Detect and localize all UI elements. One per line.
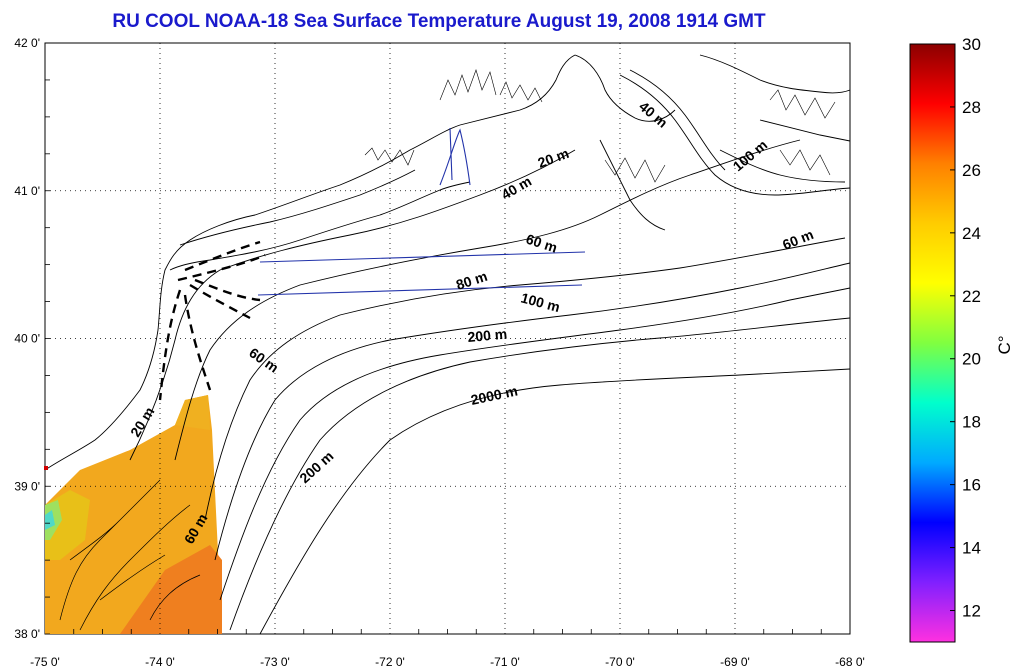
colorbar-tick-label: 22	[962, 287, 981, 306]
lon-tick-label: -73 0'	[260, 655, 290, 669]
lat-tick-label: 40 0'	[14, 332, 40, 346]
lon-tick-label: -69 0'	[720, 655, 750, 669]
colorbar-tick-label: 16	[962, 476, 981, 495]
colorbar-tick-label: 20	[962, 350, 981, 369]
lon-tick-label: -71 0'	[490, 655, 520, 669]
colorbar-ticks: 30 28 26 24 22 20 18 16 14 12	[950, 35, 981, 621]
colorbar-unit: C°	[995, 335, 1014, 354]
lon-tick-label: -70 0'	[605, 655, 635, 669]
lon-tick-label: -72 0'	[375, 655, 405, 669]
map-title: RU COOL NOAA-18 Sea Surface Temperature …	[112, 11, 766, 32]
lon-tick-label: -74 0'	[145, 655, 175, 669]
colorbar-tick-label: 24	[962, 224, 981, 243]
latitude-labels: 42 0' 41 0' 40 0' 39 0' 38 0'	[14, 36, 40, 641]
sst-data-patch	[45, 395, 222, 634]
longitude-labels: -75 0' -74 0' -73 0' -72 0' -71 0' -70 0' -69 …	[30, 655, 865, 669]
lat-tick-label: 38 0'	[14, 627, 40, 641]
colorbar-tick-label: 26	[962, 161, 981, 180]
lat-tick-label: 41 0'	[14, 184, 40, 198]
colorbar	[909, 43, 956, 643]
contour-label-200m-mid: 200 m	[467, 326, 508, 345]
colorbar-tick-label: 30	[962, 35, 981, 54]
colorbar-tick-label: 12	[962, 602, 981, 621]
colorbar-tick-label: 14	[962, 539, 981, 558]
transect-lines	[257, 127, 586, 296]
bathymetry-contours	[129, 69, 851, 635]
lon-tick-label: -68 0'	[835, 655, 865, 669]
graticule	[45, 43, 850, 635]
station-marker	[44, 466, 48, 470]
lat-tick-label: 42 0'	[14, 36, 40, 50]
shipping-lanes	[158, 240, 266, 401]
colorbar-tick-label: 28	[962, 98, 981, 117]
coastal-detail	[364, 69, 836, 183]
lon-tick-label: -75 0'	[30, 655, 60, 669]
lat-tick-label: 39 0'	[14, 479, 40, 493]
colorbar-tick-label: 18	[962, 413, 981, 432]
